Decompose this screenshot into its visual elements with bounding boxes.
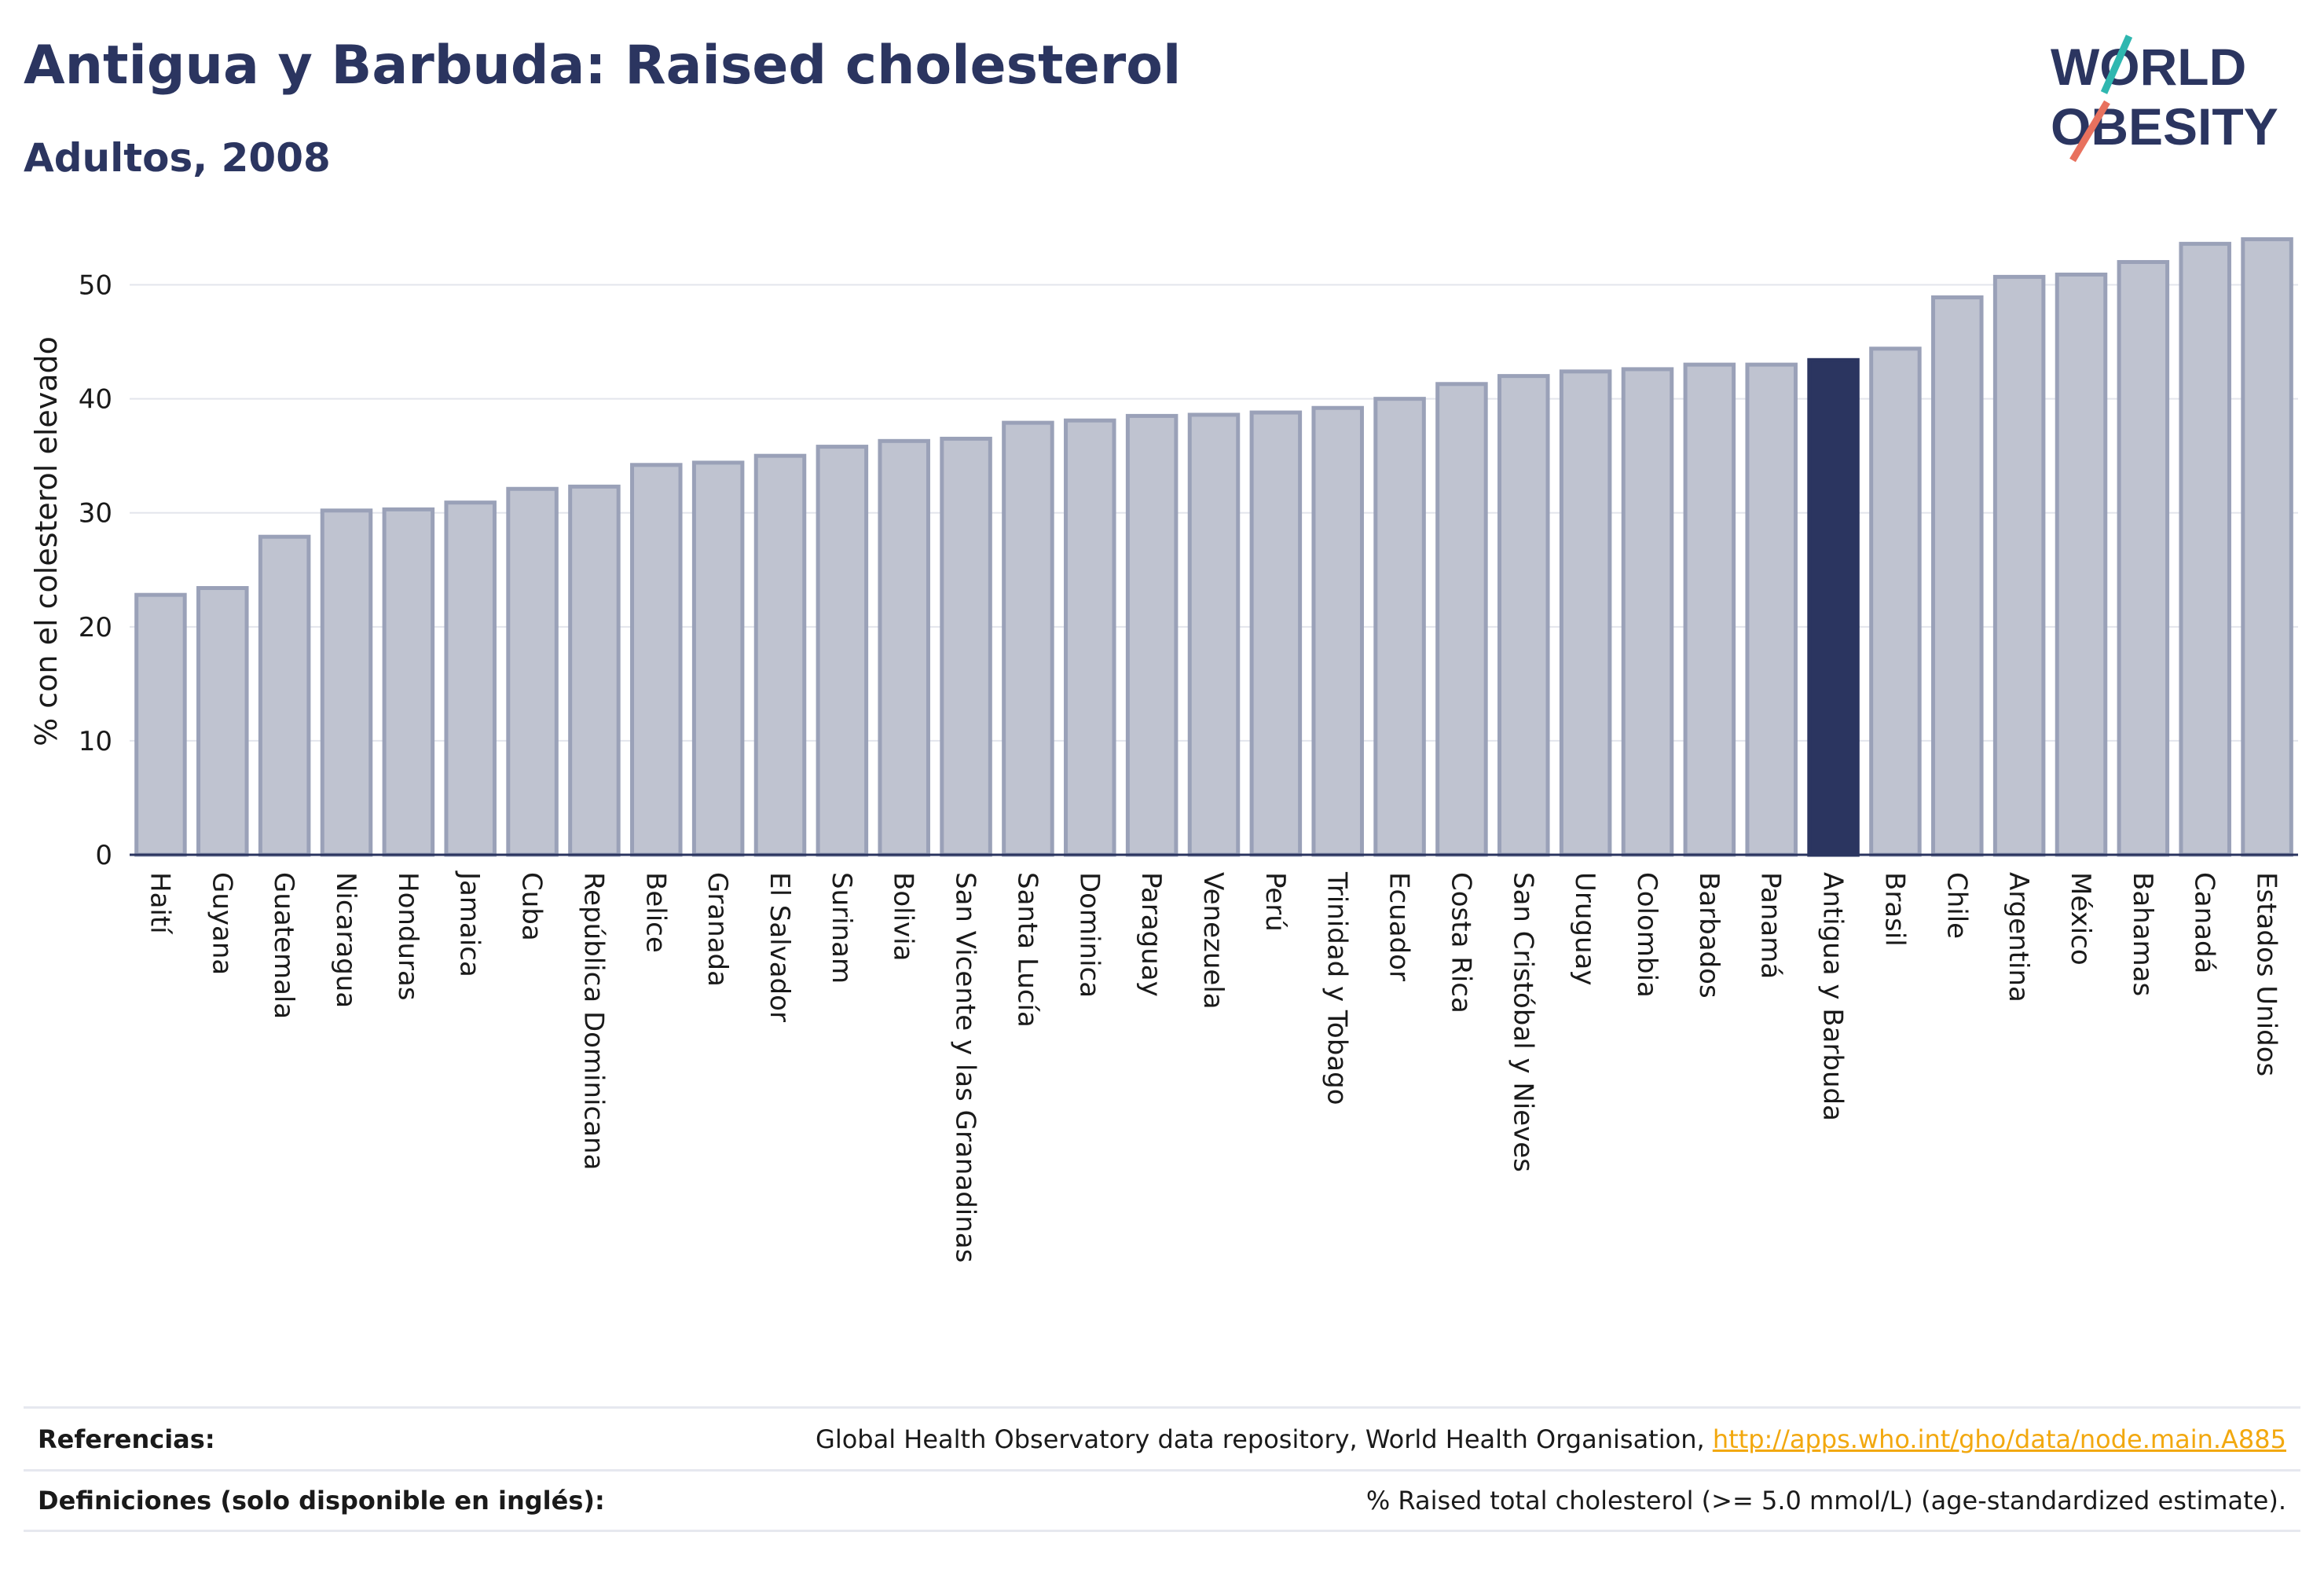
y-tick-label: 30	[79, 498, 112, 530]
x-tick-label: Santa Lucía	[1011, 872, 1043, 1028]
x-tick-label: Paraguay	[1135, 872, 1167, 997]
bar	[878, 438, 930, 857]
x-tick-label: Ecuador	[1384, 872, 1415, 981]
x-tick-label: Haití	[144, 872, 175, 935]
x-tick-label: Canadá	[2189, 872, 2220, 973]
bar	[1064, 418, 1116, 857]
bar	[1931, 295, 1984, 857]
bar	[2117, 260, 2170, 857]
x-tick-label: Honduras	[392, 872, 423, 1001]
svg-text:WORLD: WORLD	[2051, 38, 2246, 96]
bar-chart: 0 10 20 30 40 50 % con el colesterol elevado Ha…	[29, 237, 2298, 1263]
bar	[1125, 413, 1178, 857]
bar	[1621, 367, 1674, 857]
x-tick-label: Dominica	[1073, 872, 1105, 998]
x-tick-label: Chile	[1941, 872, 1972, 939]
bar	[1745, 362, 1798, 857]
x-tick-label: Nicaragua	[330, 872, 361, 1008]
references-value: Global Health Observatory data repositor…	[816, 1424, 2286, 1454]
bar	[1807, 357, 1860, 857]
bar	[1373, 397, 1426, 857]
x-tick-label: Antigua y Barbuda	[1817, 872, 1849, 1121]
x-tick-label: Colombia	[1631, 872, 1662, 998]
x-tick-label: Belice	[640, 872, 671, 953]
bar	[816, 445, 869, 857]
definitions-text: % Raised total cholesterol (>= 5.0 mmol/…	[1365, 1486, 2286, 1516]
definitions-row: Definiciones (solo disponible en inglés)…	[24, 1469, 2300, 1532]
bar	[506, 486, 559, 857]
x-tick-label: Barbados	[1693, 872, 1725, 999]
x-tick-label: Argentina	[2003, 872, 2034, 1002]
bar	[1311, 405, 1364, 857]
references-link[interactable]: http://apps.who.int/gho/data/node.main.A…	[1712, 1424, 2286, 1454]
y-axis-title: % con el colesterol elevado	[29, 336, 64, 746]
x-tick-label: México	[2065, 872, 2096, 966]
world-obesity-logo: WORLD OBESITY	[2051, 35, 2278, 163]
page-subtitle: Adultos, 2008	[24, 135, 331, 181]
references-row: Referencias: Global Health Observatory d…	[24, 1406, 2300, 1469]
x-tick-label: Estados Unidos	[2251, 872, 2282, 1076]
x-tick-label: Guyana	[206, 872, 237, 975]
bar	[258, 534, 311, 857]
y-tick-label: 10	[79, 726, 112, 757]
bar	[753, 453, 807, 857]
x-tick-label: Bolivia	[888, 872, 919, 961]
bar	[196, 585, 249, 857]
bar	[1002, 420, 1054, 857]
y-tick-label: 0	[95, 840, 112, 871]
references-text: Global Health Observatory data repositor…	[816, 1424, 1713, 1454]
references-label: Referencias:	[38, 1424, 215, 1454]
x-tick-label: Guatemala	[268, 872, 299, 1019]
bar	[1187, 412, 1241, 857]
x-tick-label: San Vicente y las Granadinas	[950, 872, 981, 1263]
x-tick-label: Costa Rica	[1445, 872, 1476, 1013]
bar	[568, 484, 621, 857]
x-tick-label: Jamaica	[454, 870, 486, 977]
x-tick-label: Perú	[1259, 872, 1291, 932]
x-tick-label: El Salvador	[764, 872, 795, 1022]
x-tick-label: Granada	[702, 872, 733, 987]
svg-text:OBESITY: OBESITY	[2051, 97, 2278, 156]
bar	[691, 460, 745, 857]
x-tick-label: Uruguay	[1569, 872, 1600, 986]
bar	[1992, 274, 2046, 857]
bar	[320, 508, 373, 857]
bar	[1869, 346, 1922, 857]
bar	[1559, 369, 1612, 857]
bar	[2241, 237, 2293, 857]
x-tick-label: Trinidad y Tobago	[1321, 871, 1353, 1105]
page-title: Antigua y Barbuda: Raised cholesterol	[24, 35, 1182, 97]
bar	[134, 592, 187, 857]
x-tick-label: Venezuela	[1197, 872, 1229, 1010]
y-tick-label: 50	[79, 270, 112, 302]
x-tick-label: San Cristóbal y Nieves	[1507, 872, 1538, 1172]
bar	[444, 500, 497, 857]
definitions-label: Definiciones (solo disponible en inglés)…	[38, 1486, 605, 1516]
x-tick-label: Brasil	[1879, 872, 1910, 947]
x-tick-label: Surinam	[826, 872, 857, 984]
bar	[630, 463, 683, 857]
x-tick-label: República Dominicana	[577, 872, 609, 1170]
bar	[940, 436, 992, 857]
x-tick-label: Panamá	[1755, 872, 1787, 979]
bar	[382, 507, 435, 857]
bar	[1497, 374, 1550, 857]
y-tick-label: 20	[79, 612, 112, 643]
footer: Referencias: Global Health Observatory d…	[24, 1406, 2300, 1532]
bar	[1683, 362, 1736, 857]
bar	[1435, 382, 1488, 857]
x-tick-label: Cuba	[516, 872, 548, 941]
x-tick-label: Bahamas	[2127, 872, 2158, 996]
bar	[1249, 410, 1303, 857]
bar	[2179, 241, 2231, 857]
bar	[2055, 272, 2108, 857]
y-tick-label: 40	[79, 384, 112, 416]
